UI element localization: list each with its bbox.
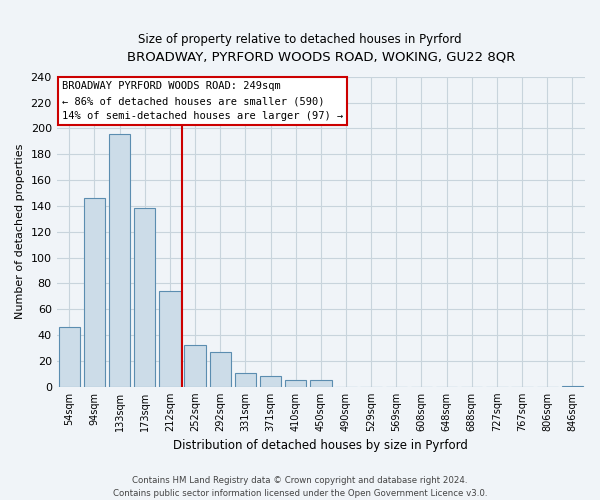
Bar (562, 386, 583, 387)
Text: Contains HM Land Registry data © Crown copyright and database right 2024.
Contai: Contains HM Land Registry data © Crown c… (113, 476, 487, 498)
Bar (59, 328, 80, 387)
Bar (260, 376, 281, 387)
Bar (109, 134, 130, 387)
Bar (285, 380, 307, 387)
Text: Size of property relative to detached houses in Pyrford: Size of property relative to detached ho… (138, 32, 462, 46)
Bar (209, 352, 231, 387)
Bar (310, 380, 332, 387)
Title: BROADWAY, PYRFORD WOODS ROAD, WOKING, GU22 8QR: BROADWAY, PYRFORD WOODS ROAD, WOKING, GU… (127, 50, 515, 63)
Bar (159, 291, 181, 387)
Text: BROADWAY PYRFORD WOODS ROAD: 249sqm
← 86% of detached houses are smaller (590)
1: BROADWAY PYRFORD WOODS ROAD: 249sqm ← 86… (62, 82, 343, 121)
Bar (184, 346, 206, 387)
Bar (134, 208, 155, 387)
Y-axis label: Number of detached properties: Number of detached properties (15, 144, 25, 320)
Bar (84, 198, 105, 387)
X-axis label: Distribution of detached houses by size in Pyrford: Distribution of detached houses by size … (173, 440, 468, 452)
Bar (235, 372, 256, 387)
